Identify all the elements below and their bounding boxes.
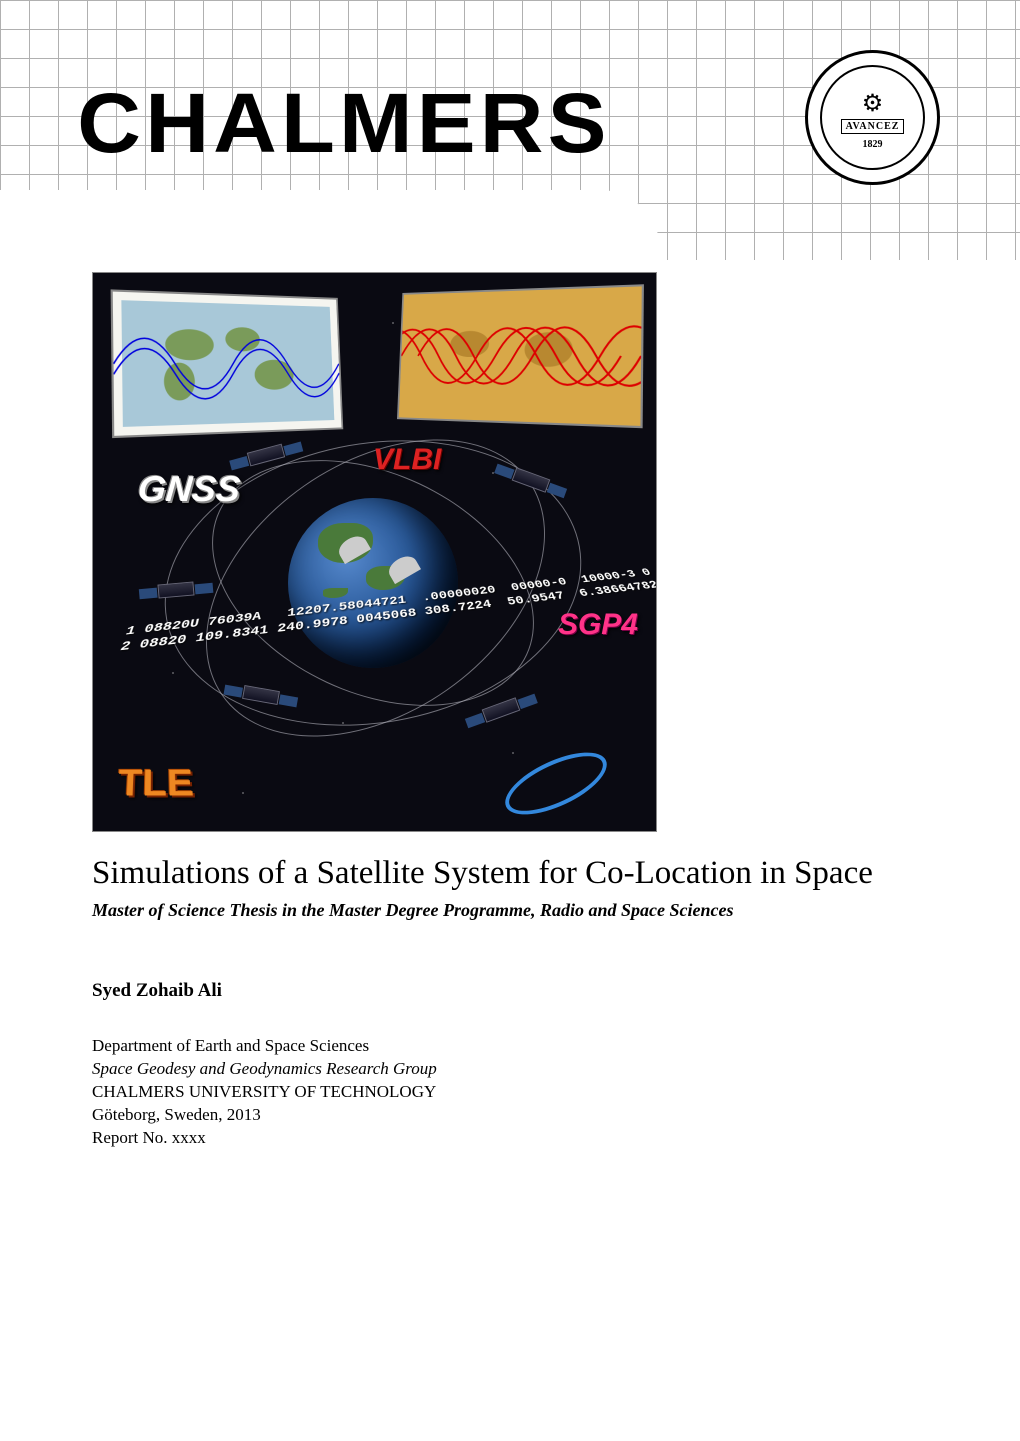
author-name: Syed Zohaib Ali [92, 980, 928, 1002]
world-map-right [397, 284, 644, 428]
seal-gear-icon: ⚙ [862, 89, 884, 118]
chalmers-wordmark: CHALMERS [77, 75, 610, 172]
label-gnss: GNSS [136, 468, 242, 510]
seal-year: 1829 [863, 139, 883, 150]
research-group-line: Space Geodesy and Geodynamics Research G… [92, 1058, 928, 1081]
label-vlbi: VLBI [373, 443, 441, 477]
location-line: Göteborg, Sweden, 2013 [92, 1104, 928, 1127]
header-grid-mask [0, 190, 660, 280]
report-number-line: Report No. xxxx [92, 1127, 928, 1150]
earth-globe [288, 498, 458, 668]
thesis-title: Simulations of a Satellite System for Co… [92, 855, 928, 892]
seal-banner: AVANCEZ [841, 119, 905, 134]
cover-image: GNSS VLBI SGP4 TLE 1 08820U 76039A 12207… [92, 272, 657, 832]
world-map-left [111, 289, 344, 438]
university-seal: ⚙ AVANCEZ 1829 [805, 50, 940, 185]
label-tle: TLE [116, 763, 195, 805]
label-sgp4: SGP4 [558, 608, 638, 642]
university-line: CHALMERS UNIVERSITY OF TECHNOLOGY [92, 1081, 928, 1104]
department-line: Department of Earth and Space Sciences [92, 1035, 928, 1058]
ground-track-right [399, 286, 642, 428]
ground-track-left [113, 292, 342, 438]
department-block: Department of Earth and Space Sciences S… [92, 1035, 928, 1150]
thesis-subtitle: Master of Science Thesis in the Master D… [92, 900, 928, 921]
